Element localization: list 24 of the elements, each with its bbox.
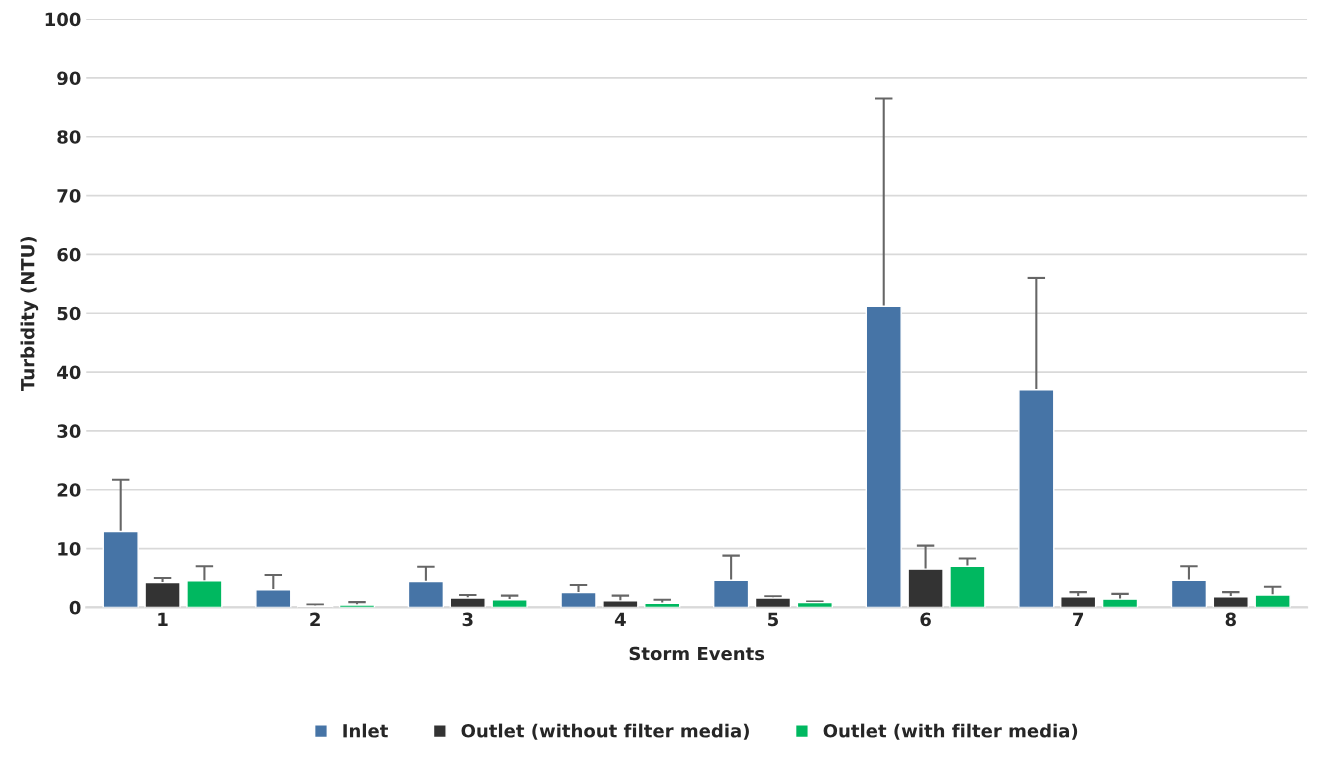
- legend-label: Inlet: [343, 723, 388, 738]
- y-tick-label: 70: [57, 189, 81, 203]
- x-tick-label: 4: [614, 612, 626, 626]
- x-tick-label: 7: [1073, 612, 1084, 626]
- y-tick-label: 0: [69, 600, 81, 615]
- x-tick-label: 8: [1225, 612, 1236, 627]
- y-tick-label: 20: [57, 483, 81, 497]
- x-tick-label: 1: [158, 612, 168, 626]
- legend-label: Outlet (without filter media): [461, 723, 749, 740]
- x-tick-label: 2: [310, 612, 320, 626]
- y-tick-label: 40: [57, 365, 81, 380]
- y-tick-label: 80: [57, 130, 81, 144]
- legend-label: Outlet (with filter media): [823, 723, 1078, 740]
- y-tick-label: 90: [57, 71, 81, 86]
- x-tick-label: 3: [462, 612, 473, 627]
- y-tick-label: 100: [45, 12, 81, 27]
- x-tick-label: 5: [768, 612, 778, 627]
- x-tick-label: 6: [920, 612, 931, 627]
- x-axis-title: Storm Events: [629, 646, 765, 661]
- y-tick-label: 30: [57, 424, 81, 439]
- y-tick-label: 60: [57, 247, 81, 262]
- y-tick-label: 10: [58, 542, 81, 556]
- y-tick-label: 50: [57, 306, 81, 321]
- y-axis-title: Turbidity (NTU): [20, 236, 39, 391]
